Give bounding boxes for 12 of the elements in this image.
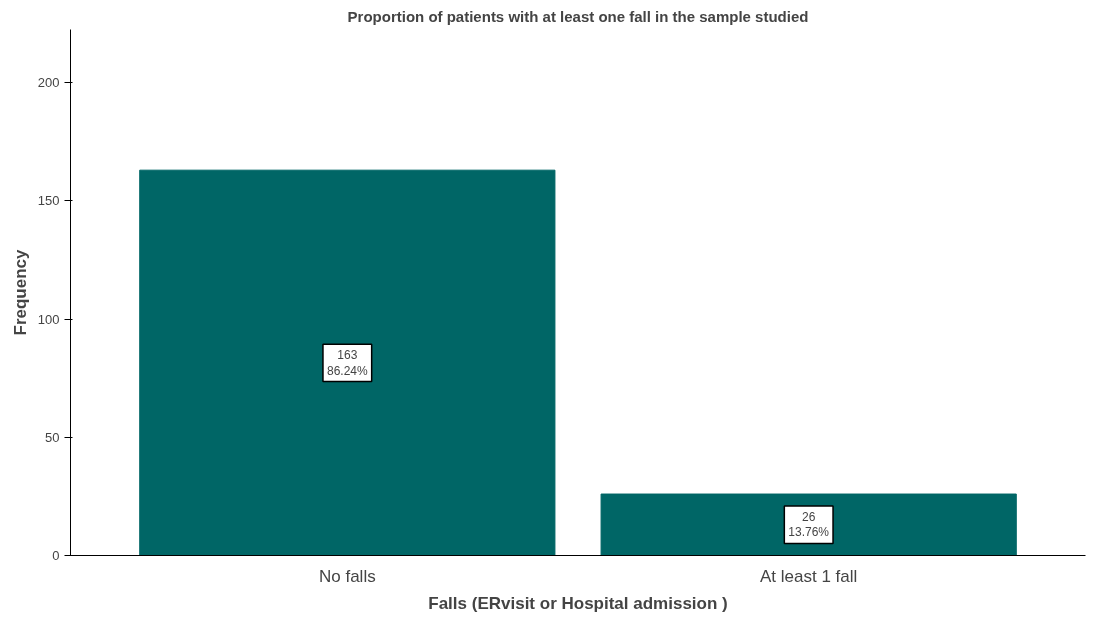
y-tick-label: 100 xyxy=(37,311,60,327)
y-tick-label: 150 xyxy=(37,193,60,209)
x-tick-label: At least 1 fall xyxy=(760,566,858,586)
chart-title: Proportion of patients with at least one fall in the sample studied xyxy=(347,7,809,25)
y-axis-title: Frequency xyxy=(10,248,30,336)
data-label: 163 86.24% xyxy=(326,348,368,378)
x-axis-title: Falls (ERvisit or Hospital admission ) xyxy=(428,593,728,613)
y-tick-label: 200 xyxy=(37,75,60,91)
data-label: 26 13.76% xyxy=(788,510,830,540)
y-tick-label: 0 xyxy=(52,548,60,563)
x-tick-label: No falls xyxy=(318,566,376,586)
y-tick-label: 50 xyxy=(45,429,60,445)
